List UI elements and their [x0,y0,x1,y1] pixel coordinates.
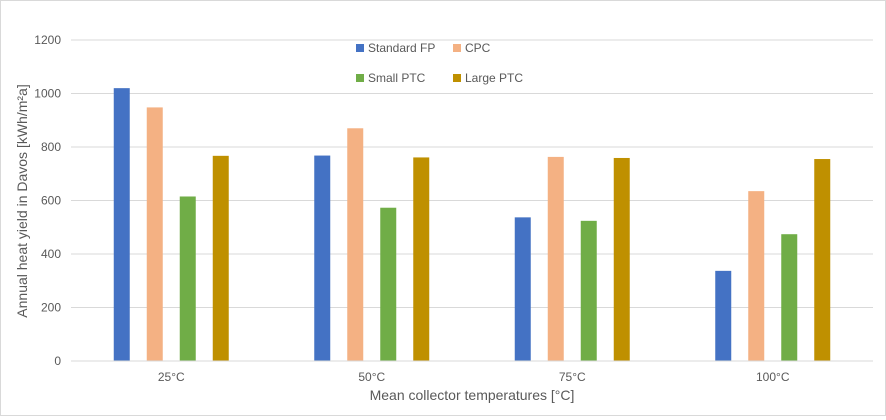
bar-large-ptc-0 [212,155,229,361]
legend-label: Large PTC [465,71,523,85]
bar-small-ptc-0 [179,196,196,361]
bar-small-ptc-2 [580,220,597,361]
bar-large-ptc-1 [413,157,430,361]
y-tick-label: 200 [41,301,61,315]
bar-cpc-0 [146,107,163,361]
y-tick-label: 0 [54,354,61,368]
legend-label: Small PTC [368,71,426,85]
bar-small-ptc-3 [781,234,798,361]
bar-small-ptc-1 [380,207,397,361]
legend-swatch-cpc [453,44,461,52]
legend-swatch-small-ptc [356,74,364,82]
bar-standard-fp-3 [715,270,732,361]
y-axis-label: Annual heat yield in Davos [kWh/m²a] [14,84,30,317]
y-tick-label: 1000 [34,87,61,101]
legend: Standard FP CPC Small PTC Large PTC [356,41,523,85]
legend-swatch-standard-fp [356,44,364,52]
x-axis-label: Mean collector temperatures [°C] [370,387,575,403]
y-tick-label: 800 [41,140,61,154]
x-tick-label: 100°C [756,370,790,384]
bar-cpc-2 [547,156,564,361]
x-tick-label: 75°C [559,370,586,384]
x-tick-label: 50°C [358,370,385,384]
bar-standard-fp-0 [113,88,130,362]
x-axis-ticks: 25°C 50°C 75°C 100°C [158,370,790,384]
x-tick-label: 25°C [158,370,185,384]
bar-standard-fp-2 [514,217,531,361]
gridlines [71,39,873,308]
y-tick-label: 1200 [34,33,61,47]
bars [113,88,831,362]
legend-label: CPC [465,41,491,55]
y-axis-ticks: 0 200 400 600 800 1000 1200 [34,33,61,368]
bar-large-ptc-3 [814,159,831,361]
bar-standard-fp-1 [314,155,331,361]
bar-cpc-3 [748,191,765,361]
y-tick-label: 600 [41,194,61,208]
y-tick-label: 400 [41,247,61,261]
bar-large-ptc-2 [613,157,630,361]
legend-label: Standard FP [368,41,435,55]
bar-cpc-1 [347,128,364,361]
legend-swatch-large-ptc [453,74,461,82]
